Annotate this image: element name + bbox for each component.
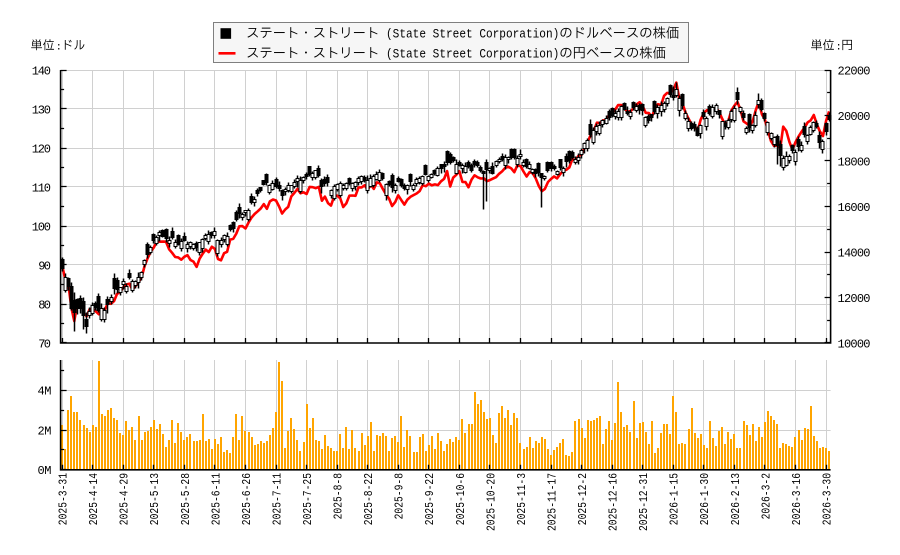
svg-text:2025-4-29: 2025-4-29	[118, 473, 132, 525]
svg-text:2026-1-30: 2026-1-30	[698, 473, 712, 525]
svg-text:2026-3-2: 2026-3-2	[759, 473, 773, 519]
svg-text::: :	[836, 41, 842, 53]
svg-text:(State Street Corporation): (State Street Corporation)	[386, 28, 559, 42]
svg-text::: :	[56, 41, 62, 53]
svg-text:12000: 12000	[838, 292, 871, 306]
svg-text:2025-3-31: 2025-3-31	[57, 473, 71, 525]
svg-text:90: 90	[38, 259, 51, 273]
svg-text:2025-7-11: 2025-7-11	[270, 473, 284, 525]
svg-text:20000: 20000	[838, 110, 871, 124]
svg-text:2026-1-15: 2026-1-15	[668, 473, 682, 525]
svg-text:2025-5-28: 2025-5-28	[179, 473, 193, 525]
svg-text:16000: 16000	[838, 201, 871, 215]
svg-text:2025-11-17: 2025-11-17	[545, 473, 559, 531]
svg-text:2M: 2M	[38, 424, 52, 438]
svg-text:110: 110	[32, 181, 51, 195]
svg-text:2025-6-26: 2025-6-26	[240, 473, 254, 525]
svg-text:2025-7-25: 2025-7-25	[301, 473, 315, 525]
svg-text:10000: 10000	[838, 337, 871, 351]
svg-text:22000: 22000	[838, 64, 871, 78]
svg-text:130: 130	[32, 103, 51, 117]
svg-text:(State Street Corporation): (State Street Corporation)	[386, 48, 559, 62]
svg-text:2025-8-8: 2025-8-8	[332, 473, 346, 519]
svg-text:2025-11-3: 2025-11-3	[515, 473, 529, 525]
svg-text:2026-2-13: 2026-2-13	[729, 473, 743, 525]
svg-text:70: 70	[38, 337, 51, 351]
svg-text:2025-10-20: 2025-10-20	[484, 473, 498, 531]
svg-text:100: 100	[32, 220, 51, 234]
svg-text:2025-5-13: 2025-5-13	[148, 473, 162, 525]
svg-text:2026-3-30: 2026-3-30	[820, 473, 834, 525]
svg-text:2025-8-22: 2025-8-22	[362, 473, 376, 525]
svg-text:14000: 14000	[838, 246, 871, 260]
svg-text:2025-12-16: 2025-12-16	[607, 473, 621, 531]
svg-text:2026-3-16: 2026-3-16	[790, 473, 804, 525]
svg-text:120: 120	[32, 142, 51, 156]
svg-text:2025-6-11: 2025-6-11	[209, 473, 223, 525]
svg-text:2025-9-22: 2025-9-22	[423, 473, 437, 525]
svg-text:2025-10-6: 2025-10-6	[454, 473, 468, 525]
svg-text:0M: 0M	[38, 464, 52, 478]
svg-text:2025-4-14: 2025-4-14	[87, 473, 101, 525]
svg-text:80: 80	[38, 298, 51, 312]
svg-text:2025-12-31: 2025-12-31	[637, 473, 651, 531]
svg-text:140: 140	[32, 64, 51, 78]
svg-text:2025-12-2: 2025-12-2	[576, 473, 590, 525]
svg-text:18000: 18000	[838, 155, 871, 169]
svg-text:2025-9-8: 2025-9-8	[393, 473, 407, 519]
svg-text:4M: 4M	[38, 385, 52, 399]
